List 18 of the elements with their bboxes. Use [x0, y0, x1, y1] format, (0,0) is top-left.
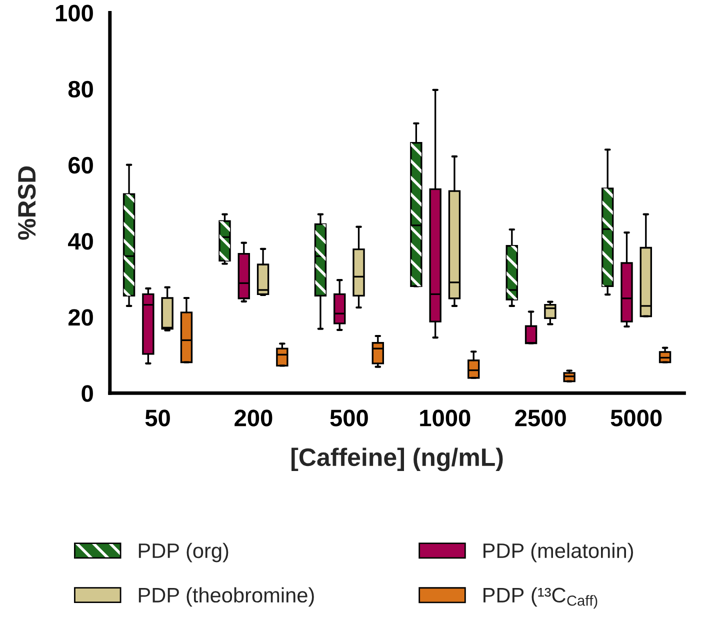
- y-tick-label: 40: [68, 232, 93, 250]
- y-axis-title: %RSD: [18, 166, 36, 240]
- x-tick-label: 1000: [420, 410, 470, 426]
- x-tick-label: 500: [330, 410, 368, 426]
- x-tick-label: 200: [234, 410, 272, 426]
- x-tick-label: 2500: [515, 410, 566, 426]
- y-tick-label: 100: [56, 4, 93, 22]
- y-tick-label: 0: [82, 385, 93, 402]
- x-tick-label: 50: [145, 410, 170, 426]
- legend-label: PDP (¹³C$_{Caff)}$: [484, 587, 598, 609]
- legend-label: PDP (melatonin): [484, 542, 633, 562]
- x-axis-title: [Caffeine] (ng/mL): [292, 448, 503, 472]
- legend-label: PDP (org): [138, 542, 228, 562]
- legend-label: PDP (theobromine): [138, 587, 314, 607]
- y-tick-label: 60: [68, 156, 93, 174]
- y-tick-label: 20: [68, 309, 93, 326]
- x-tick-label: 5000: [610, 410, 662, 426]
- y-tick-label: 80: [68, 80, 93, 98]
